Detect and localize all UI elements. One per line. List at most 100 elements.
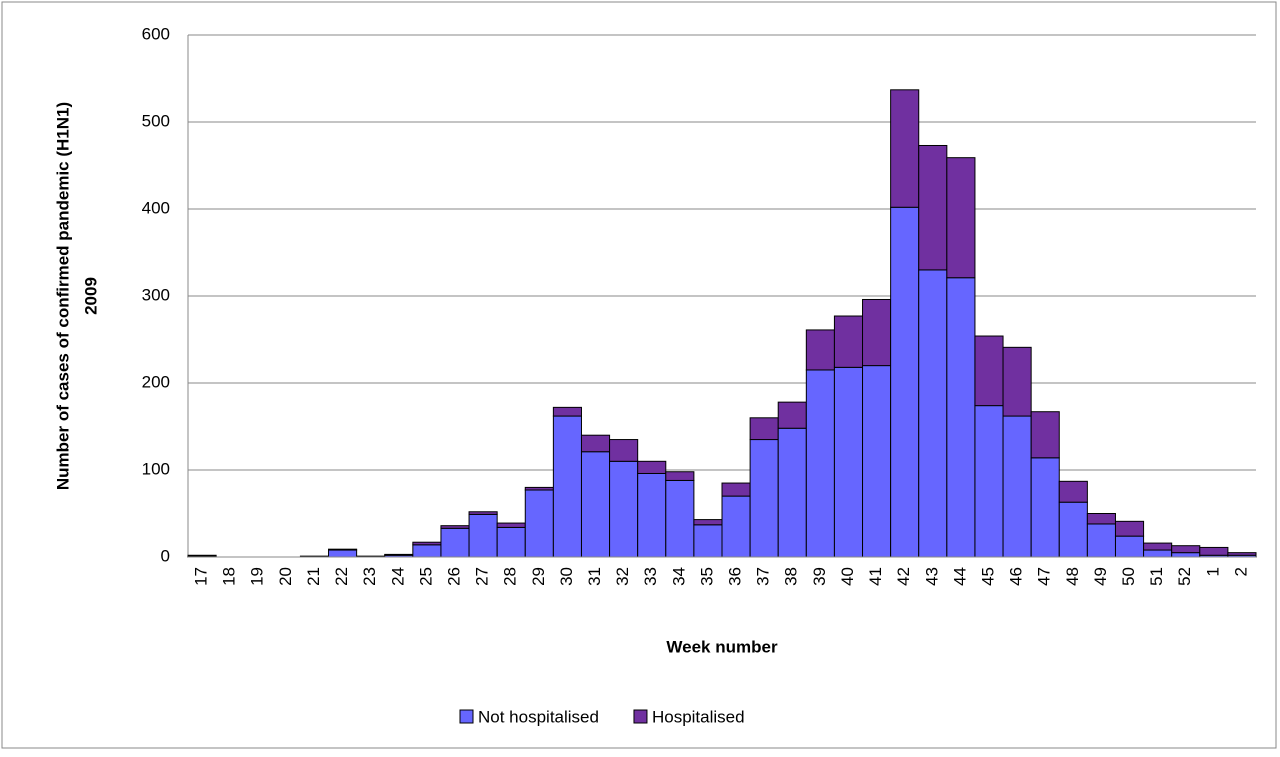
bar-segment — [1143, 549, 1173, 558]
bar-segment — [805, 329, 835, 371]
bar-segment — [974, 335, 1004, 407]
x-tick-label: 52 — [1175, 567, 1194, 586]
bar-segment — [693, 519, 723, 526]
x-tick-label: 44 — [950, 567, 969, 586]
y-tick-label: 200 — [142, 372, 170, 391]
x-tick-label: 34 — [669, 567, 688, 586]
bar-segment — [328, 549, 358, 558]
x-tick-label: 51 — [1147, 567, 1166, 586]
y-axis-title: 2009 — [81, 277, 100, 315]
x-tick-label: 49 — [1091, 567, 1110, 586]
x-tick-label: 20 — [276, 567, 295, 586]
bar-segment — [777, 427, 807, 558]
bar-segment — [580, 451, 611, 558]
bar-segment — [918, 144, 948, 271]
bar-segment — [721, 495, 751, 558]
x-tick-label: 47 — [1035, 567, 1054, 586]
x-tick-label: 21 — [304, 567, 323, 586]
x-tick-label: 26 — [444, 567, 463, 586]
bar-segment — [833, 366, 864, 558]
bar-segment — [749, 417, 779, 441]
bar-segment — [412, 544, 442, 558]
bar-segment — [1171, 545, 1201, 554]
bar-segment — [468, 513, 498, 558]
x-tick-label: 46 — [1007, 567, 1026, 586]
x-tick-label: 43 — [922, 567, 941, 586]
bar-segment — [833, 315, 864, 368]
bar-segment — [1114, 535, 1145, 558]
x-tick-label: 36 — [726, 567, 745, 586]
bar-segment — [496, 526, 526, 558]
y-tick-label: 400 — [142, 198, 170, 217]
bar-segment — [665, 471, 695, 481]
x-tick-label: 41 — [866, 567, 885, 586]
bar-segment — [637, 472, 667, 558]
x-tick-label: 2 — [1231, 567, 1250, 576]
x-tick-label: 38 — [782, 567, 801, 586]
bar-segment — [1199, 546, 1229, 556]
bar-segment — [637, 460, 667, 474]
bar-segment — [609, 439, 639, 462]
y-tick-label: 0 — [161, 546, 170, 565]
x-tick-label: 50 — [1119, 567, 1138, 586]
x-tick-label: 28 — [501, 567, 520, 586]
bar-segment — [890, 89, 920, 208]
y-tick-label: 300 — [142, 285, 170, 304]
y-tick-label: 600 — [142, 24, 170, 43]
x-tick-label: 29 — [529, 567, 548, 586]
x-tick-label: 19 — [248, 567, 267, 586]
bar-segment — [974, 405, 1004, 558]
bar-segment — [328, 548, 358, 551]
bar-segment — [1227, 552, 1257, 556]
x-tick-label: 17 — [192, 567, 211, 586]
bar-segment — [946, 157, 976, 279]
bar-segment — [1002, 415, 1032, 558]
bar-segment — [1086, 513, 1116, 525]
x-tick-label: 40 — [838, 567, 857, 586]
y-axis-title: Number of cases of confirmed pandemic (H… — [53, 102, 72, 490]
bar-segment — [1143, 542, 1173, 551]
x-tick-label: 45 — [978, 567, 997, 586]
bar-segment — [609, 460, 639, 558]
x-tick-label: 23 — [360, 567, 379, 586]
bar-segment — [665, 479, 695, 558]
x-tick-label: 35 — [697, 567, 716, 586]
bar-segment — [1058, 480, 1088, 503]
bar-segment — [1030, 411, 1060, 459]
legend-swatch — [459, 709, 474, 724]
x-tick-label: 32 — [613, 567, 632, 586]
bar-segment — [721, 482, 751, 497]
bar-segment — [749, 439, 779, 558]
bar-segment — [496, 522, 526, 528]
x-tick-label: 18 — [220, 567, 239, 586]
bar-segment — [468, 511, 498, 515]
legend-label: Hospitalised — [652, 707, 745, 726]
bar-segment — [580, 434, 611, 453]
x-tick-label: 25 — [416, 567, 435, 586]
bar-segment — [693, 524, 723, 558]
x-tick-label: 30 — [557, 567, 576, 586]
x-tick-label: 33 — [641, 567, 660, 586]
bar-segment — [412, 541, 442, 546]
bar-segment — [1058, 501, 1088, 558]
legend-swatch — [633, 709, 648, 724]
bar-segment — [384, 553, 414, 556]
bar-segment — [890, 206, 920, 558]
bar-segment — [1030, 457, 1060, 558]
bar-segment — [777, 401, 807, 429]
x-tick-label: 37 — [754, 567, 773, 586]
bar-segment — [862, 298, 892, 367]
bar-segment — [440, 525, 470, 529]
bar-segment — [946, 277, 976, 558]
x-tick-label: 24 — [388, 567, 407, 586]
y-tick-label: 100 — [142, 459, 170, 478]
bar-segment — [524, 489, 554, 558]
x-tick-label: 42 — [894, 567, 913, 586]
bar-segment — [805, 369, 835, 558]
x-tick-label: 22 — [332, 567, 351, 586]
bar-segment — [552, 415, 582, 558]
bar-segment — [918, 269, 948, 558]
x-tick-label: 27 — [473, 567, 492, 586]
